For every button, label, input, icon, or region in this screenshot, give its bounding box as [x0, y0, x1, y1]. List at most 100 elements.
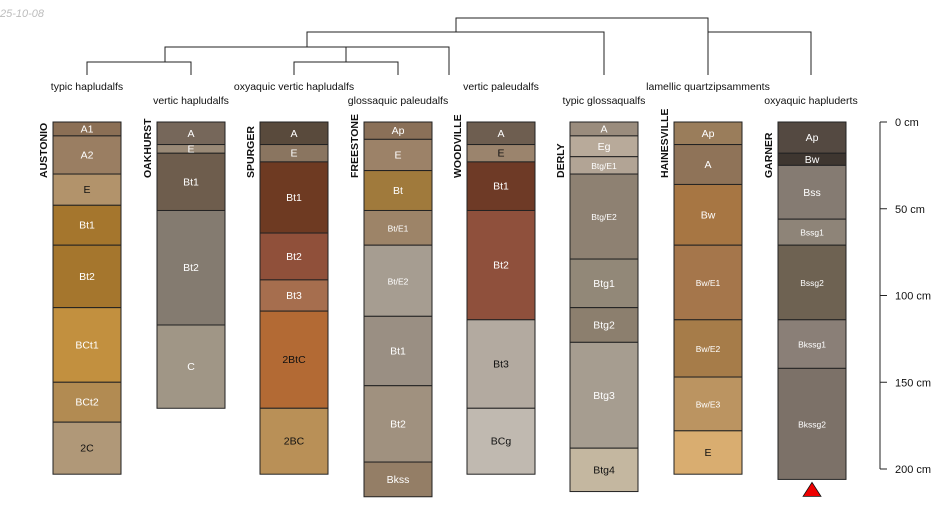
- date-stamp: 25-10-08: [0, 8, 45, 20]
- depth-tick-label: 200 cm: [895, 464, 931, 476]
- horizon-label: Ap: [702, 128, 715, 140]
- horizon-label: Bkssg1: [798, 340, 826, 350]
- horizon-label: Bt1: [493, 181, 509, 193]
- horizon-label: A2: [81, 149, 94, 161]
- horizon-label: Btg3: [593, 390, 615, 402]
- horizon-bt1: [466, 161, 536, 211]
- horizon-bw: [673, 183, 743, 246]
- horizon-2bc: [259, 407, 329, 475]
- profile-derly: typic glossaqualfs DERLY A Eg Btg/E1 Btg/E2 Bt…: [555, 95, 646, 493]
- horizon-label: Bt3: [493, 359, 509, 371]
- horizon-label: A1: [81, 123, 94, 135]
- horizon-bcg: [466, 407, 536, 475]
- horizon-label: Bt: [393, 185, 403, 197]
- dendrogram-edge-root: [455, 17, 709, 32]
- taxon-label: vertic paleudalfs: [463, 81, 539, 93]
- horizon-label: 2BC: [284, 436, 305, 448]
- horizon-label: Btg/E1: [591, 161, 617, 171]
- horizon-label: Bkssg2: [798, 419, 826, 429]
- horizon-label: Btg2: [593, 319, 615, 331]
- horizon-label: Bt/E1: [388, 223, 409, 233]
- horizon-btg1: [569, 258, 639, 309]
- profile-name: DERLY: [555, 143, 567, 178]
- horizon-bss: [777, 164, 847, 220]
- horizon-bct1: [52, 307, 122, 383]
- horizon-label: 2BtC: [282, 354, 306, 366]
- horizon-label: Bkss: [387, 474, 410, 486]
- horizon-label: Eg: [598, 141, 611, 153]
- taxon-label: vertic hapludalfs: [153, 95, 229, 107]
- horizon-label: Bt/E2: [388, 276, 409, 286]
- depth-tick-label: 0 cm: [895, 117, 919, 129]
- horizon-e: [363, 138, 433, 172]
- depth-tick-label: 50 cm: [895, 204, 925, 216]
- profile-name: GARNER: [763, 132, 775, 178]
- taxon-label: glossaquic paleudalfs: [348, 95, 448, 107]
- horizon-btg-e2: [569, 173, 639, 260]
- taxon-label: oxyaquic vertic hapludalfs: [234, 81, 354, 93]
- horizon-btg2: [569, 307, 639, 343]
- horizon-bt1: [259, 161, 329, 234]
- horizon-c: [156, 324, 226, 409]
- horizon-bt1: [52, 204, 122, 246]
- horizon-label: E: [187, 143, 194, 155]
- horizon-label: Bt1: [286, 192, 302, 204]
- horizon-bt2: [363, 385, 433, 463]
- horizon-bt2: [466, 209, 536, 321]
- dendrogram-edge-austonio-oakhurst: [86, 61, 192, 75]
- horizon-label: E: [394, 149, 401, 161]
- horizon-2c: [52, 421, 122, 475]
- horizon-bt3: [466, 319, 536, 409]
- horizon-label: A: [497, 128, 504, 140]
- horizon-bt2: [156, 209, 226, 326]
- horizon-bw-e1: [673, 244, 743, 321]
- horizon-label: Bssg1: [800, 228, 824, 238]
- horizon-label: BCg: [491, 436, 512, 448]
- profile-spurger: oxyaquic vertic hapludalfs SPURGER AE Bt1 Bt…: [234, 81, 354, 475]
- profile-woodville: vertic paleudalfs WOODVILLE AE Bt1 Bt2 Bt3 BCg: [452, 81, 539, 475]
- horizon-bw-e3: [673, 376, 743, 432]
- horizon-label: E: [704, 447, 711, 459]
- horizon-bkss: [363, 461, 433, 498]
- horizon-label: Bt1: [79, 220, 95, 232]
- horizon-bw-e2: [673, 319, 743, 378]
- horizon-label: Bt3: [286, 290, 302, 302]
- horizon-label: A: [600, 123, 607, 135]
- horizon-label: Bt2: [79, 271, 95, 283]
- horizon-label: BCt2: [75, 397, 99, 409]
- taxon-label: typic hapludalfs: [51, 81, 123, 93]
- profile-name: SPURGER: [245, 126, 257, 178]
- truncation-marker: [802, 481, 822, 497]
- horizon-label: Bt2: [390, 418, 406, 430]
- horizon-label: Bw/E3: [696, 399, 721, 409]
- horizon-a: [673, 144, 743, 185]
- profile-garner: oxyaquic hapluderts GARNER Ap Bw Bss Bssg1 Bss…: [763, 95, 858, 497]
- taxon-label: oxyaquic hapluderts: [764, 95, 857, 107]
- horizon-2btc: [259, 310, 329, 409]
- horizon-bct2: [52, 381, 122, 423]
- horizon-label: E: [497, 148, 504, 160]
- dendrogram: [86, 17, 812, 75]
- horizon-label: Bw: [805, 154, 820, 166]
- profile-austonio: typic hapludalfs AUSTONIO A1 A2 E Bt1 Bt2 BCt1 B…: [38, 81, 123, 475]
- horizon-label: Bt2: [493, 260, 509, 272]
- dendrogram-edge-woodville-join: [164, 46, 450, 75]
- taxon-label: typic glossaqualfs: [563, 95, 646, 107]
- horizon-label: A: [290, 128, 297, 140]
- horizon-label: 2C: [80, 443, 94, 455]
- dendrogram-edge-group1-derly: [306, 31, 605, 75]
- horizon-bt2: [52, 244, 122, 309]
- horizon-bt1: [156, 152, 226, 211]
- horizon-label: Bt2: [183, 262, 199, 274]
- horizon-label: Bw: [701, 209, 716, 221]
- profile-hainesville: lamellic quartzipsamments HAINESVILLE Ap A B…: [646, 81, 770, 475]
- profile-name: AUSTONIO: [38, 123, 50, 178]
- horizon-label: Bt2: [286, 251, 302, 263]
- horizon-bt1: [363, 315, 433, 387]
- horizon-label: Bw/E1: [696, 278, 721, 288]
- horizon-label: Ap: [392, 125, 405, 137]
- horizon-btg3: [569, 341, 639, 449]
- horizon-bssg2: [777, 244, 847, 321]
- horizon-bkssg1: [777, 319, 847, 369]
